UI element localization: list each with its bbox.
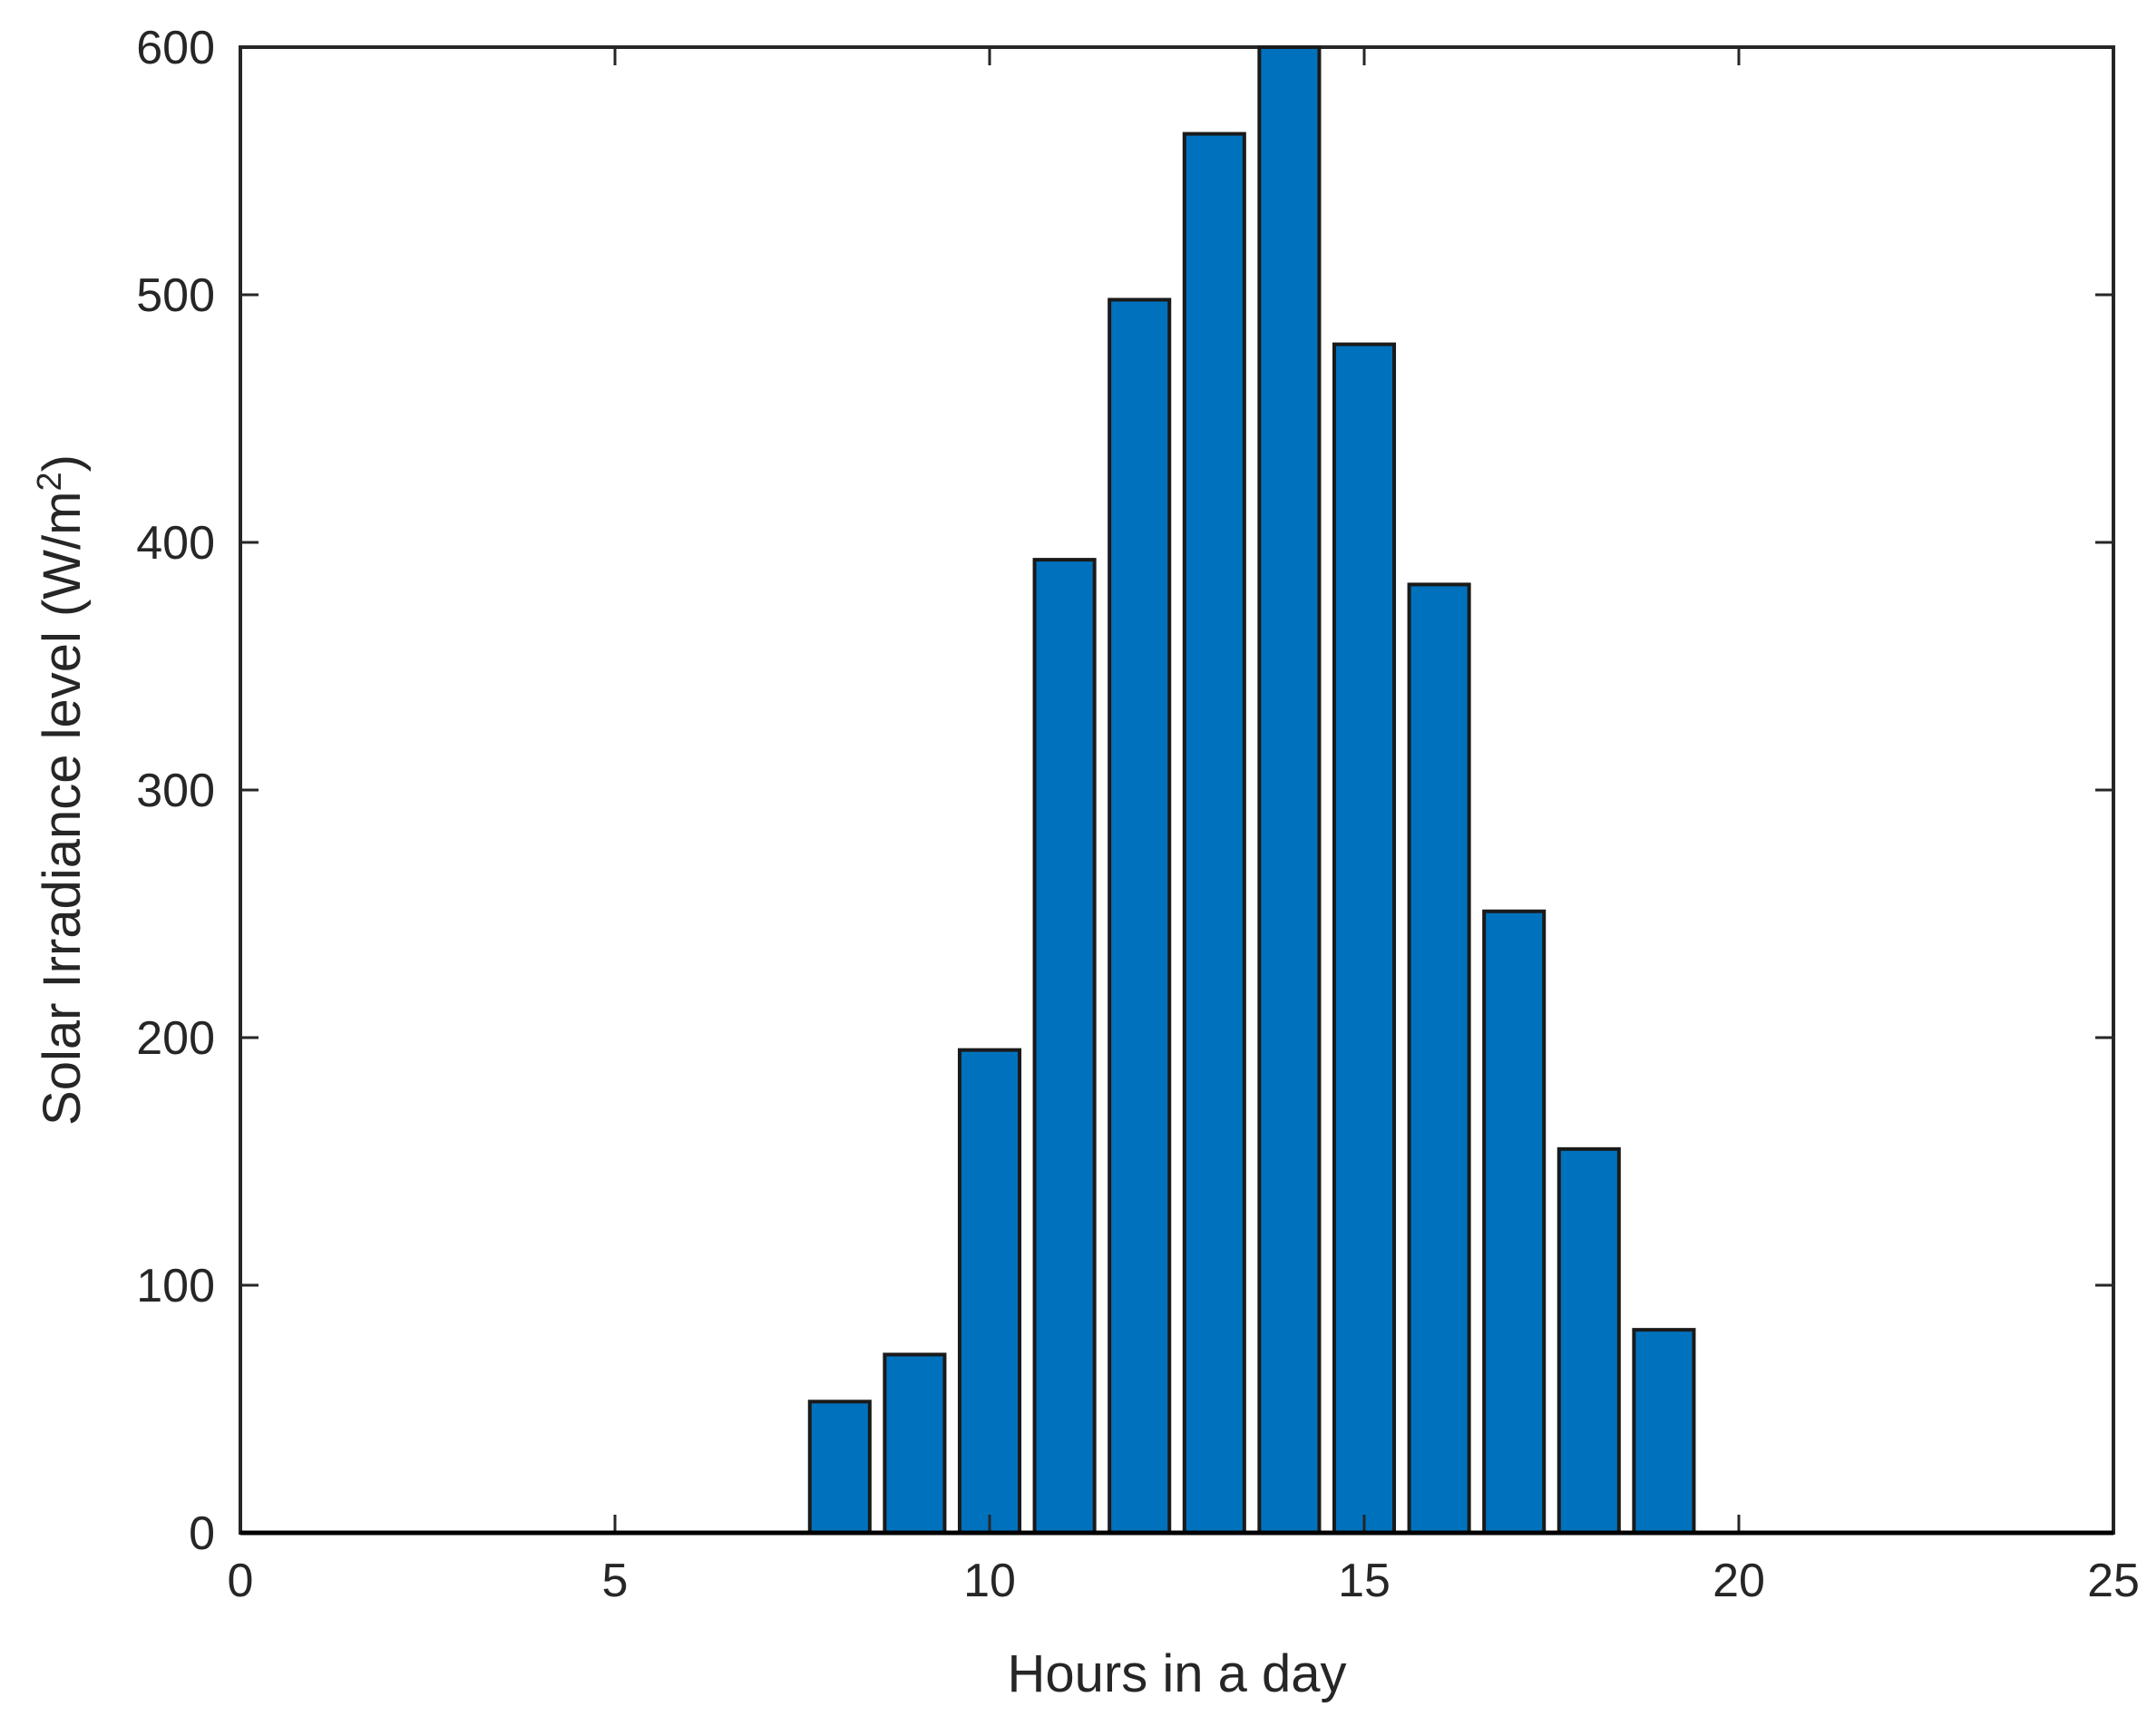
x-tick-label-15: 15 bbox=[1338, 1555, 1391, 1607]
bar-hour-19 bbox=[1632, 1328, 1696, 1536]
y-axis-title: Solar Irradiance level (W/m2) bbox=[31, 454, 92, 1126]
y-tick-label-100: 100 bbox=[136, 1260, 215, 1312]
bar-hour-18 bbox=[1557, 1146, 1621, 1535]
y-tick-label-500: 500 bbox=[136, 269, 215, 322]
y-axis-ticks: 0 100 200 300 400 500 600 bbox=[136, 22, 2113, 1560]
bar-hour-11 bbox=[1032, 558, 1097, 1535]
x-tick-label-0: 0 bbox=[228, 1555, 254, 1607]
x-tick-label-25: 25 bbox=[2087, 1555, 2140, 1607]
y-tick-label-0: 0 bbox=[189, 1507, 215, 1560]
y-tick-label-300: 300 bbox=[136, 765, 215, 817]
y-axis-title-close: ) bbox=[33, 454, 92, 472]
bar-hour-14 bbox=[1257, 45, 1322, 1535]
y-axis-title-main: Solar Irradiance level (W/m bbox=[33, 492, 92, 1126]
y-tick-label-600: 600 bbox=[136, 22, 215, 74]
y-axis-title-superscript: 2 bbox=[31, 472, 69, 491]
bar-hour-16 bbox=[1407, 582, 1471, 1535]
plot-box bbox=[239, 45, 2115, 1535]
bar-hour-12 bbox=[1108, 297, 1172, 1536]
bar-hour-9 bbox=[883, 1352, 947, 1535]
bars-group bbox=[807, 45, 1696, 1536]
x-axis-ticks: 0 5 10 15 20 25 bbox=[228, 47, 2140, 1607]
bar-hour-13 bbox=[1182, 132, 1246, 1535]
plot-area: 0 5 10 15 20 25 0 100 200 300 400 500 600 bbox=[136, 22, 2140, 1607]
bar-hour-10 bbox=[957, 1048, 1022, 1535]
y-tick-label-200: 200 bbox=[136, 1012, 215, 1065]
x-tick-label-20: 20 bbox=[1713, 1555, 1765, 1607]
bar-hour-8 bbox=[807, 1400, 872, 1536]
bar-hour-17 bbox=[1482, 909, 1547, 1535]
bar-hour-15 bbox=[1332, 342, 1397, 1536]
x-tick-label-5: 5 bbox=[602, 1555, 629, 1607]
x-axis-title: Hours in a day bbox=[1008, 1644, 1347, 1703]
y-tick-label-400: 400 bbox=[136, 517, 215, 570]
x-tick-label-10: 10 bbox=[963, 1555, 1016, 1607]
